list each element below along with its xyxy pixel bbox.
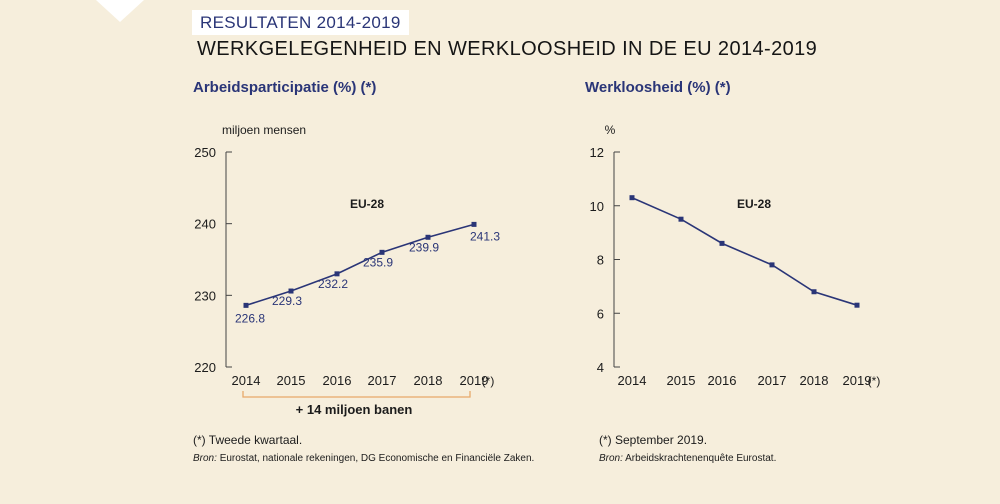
x-tick-label: 2016	[708, 373, 737, 388]
section-badge: RESULTATEN 2014-2019	[192, 10, 409, 35]
data-label: 232.2	[318, 277, 348, 291]
x-tick-suffix: (*)	[868, 374, 881, 388]
data-point	[379, 249, 385, 255]
y-tick-label: 6	[597, 306, 604, 321]
unemployment-note: (*) September 2019.	[599, 433, 708, 447]
data-point	[425, 234, 431, 240]
x-tick-label: 2018	[800, 373, 829, 388]
x-tick-label: 2016	[323, 373, 352, 388]
series-label: EU-28	[350, 197, 384, 211]
data-label: 235.9	[363, 255, 393, 269]
x-tick-label: 2018	[414, 373, 443, 388]
series-line	[631, 196, 858, 306]
data-label: 229.3	[272, 294, 302, 308]
data-point	[288, 288, 294, 294]
chart-title-unemployment: Werkloosheid (%) (*)	[585, 79, 731, 96]
x-tick-label: 2019	[460, 373, 489, 388]
data-point	[854, 302, 860, 308]
data-point	[334, 271, 340, 277]
unemployment-source: Bron: Arbeidskrachtenenquête Eurostat.	[599, 453, 776, 464]
y-axis-label: miljoen mensen	[222, 123, 306, 137]
x-tick-suffix: (*)	[482, 374, 495, 388]
y-tick-label: 4	[597, 360, 604, 375]
y-tick-label: 250	[194, 145, 216, 160]
x-tick-label: 2017	[758, 373, 787, 388]
y-axis-label: %	[605, 123, 616, 137]
data-point	[719, 240, 725, 246]
data-label: 241.3	[470, 229, 500, 243]
y-tick-label: 12	[590, 145, 604, 160]
bracket-label: + 14 miljoen banen	[296, 402, 413, 417]
data-point	[243, 302, 249, 308]
range-bracket	[242, 391, 471, 398]
source-prefix: Bron:	[599, 453, 623, 464]
page-title: WERKGELEGENHEID EN WERKLOOSHEID IN DE EU…	[197, 38, 818, 60]
data-point	[629, 195, 635, 201]
y-tick-label: 10	[590, 199, 604, 214]
y-tick-label: 8	[597, 253, 604, 268]
chart-title-employment: Arbeidsparticipatie (%) (*)	[193, 79, 377, 96]
x-tick-label: 2015	[667, 373, 696, 388]
source-text: Arbeidskrachtenenquête Eurostat.	[625, 453, 777, 464]
series-label: EU-28	[737, 197, 771, 211]
employment-source: Bron: Eurostat, nationale rekeningen, DG…	[193, 453, 534, 464]
employment-note: (*) Tweede kwartaal.	[193, 433, 303, 447]
x-tick-label: 2017	[368, 373, 397, 388]
source-prefix: Bron:	[193, 453, 217, 464]
x-tick-label: 2015	[277, 373, 306, 388]
data-point	[811, 289, 817, 295]
data-point	[678, 216, 684, 222]
x-tick-label: 2014	[618, 373, 647, 388]
data-label: 239.9	[409, 240, 439, 254]
corner-decoration	[96, 0, 144, 22]
data-point	[471, 221, 477, 227]
x-tick-label: 2019	[843, 373, 872, 388]
x-tick-label: 2014	[232, 373, 261, 388]
y-tick-label: 230	[194, 288, 216, 303]
y-tick-label: 220	[194, 360, 216, 375]
data-label: 226.8	[235, 311, 265, 325]
data-point	[769, 262, 775, 268]
source-text: Eurostat, nationale rekeningen, DG Econo…	[219, 453, 535, 464]
y-tick-label: 240	[194, 217, 216, 232]
series-line	[245, 223, 475, 307]
